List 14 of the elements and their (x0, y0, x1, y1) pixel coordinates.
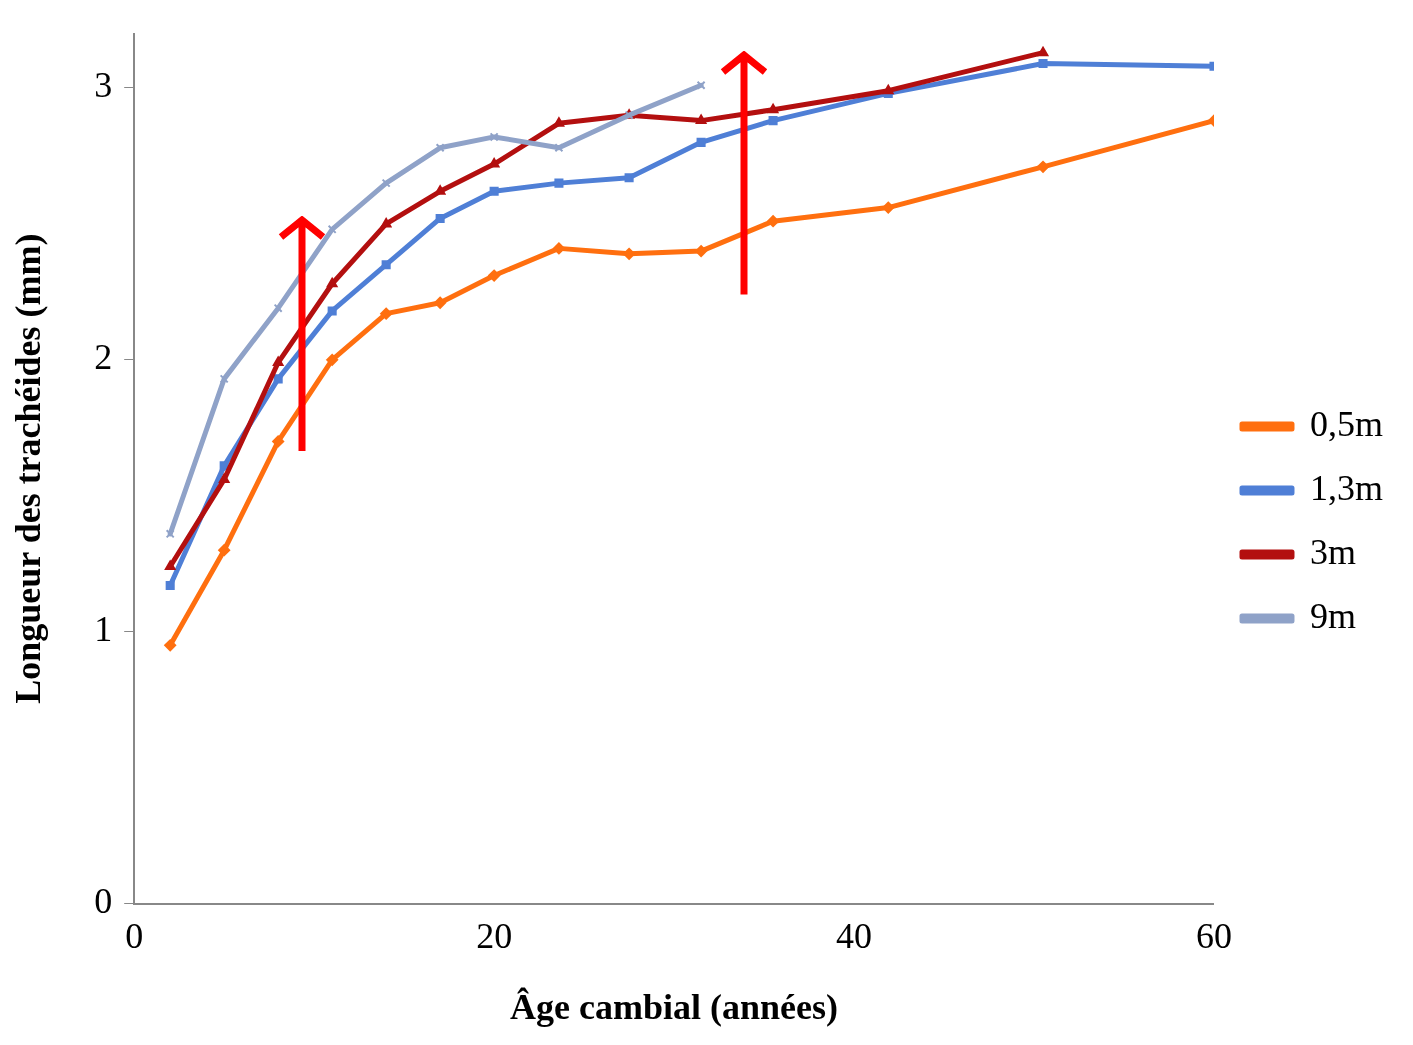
y-tick-label: 2 (94, 337, 113, 378)
x-axis-title: Âge cambial (années) (510, 986, 839, 1027)
legend-label: 9m (1310, 595, 1357, 636)
x-tick-label: 60 (1196, 915, 1232, 956)
y-tick-label: 3 (94, 65, 113, 106)
x-tick-label: 40 (836, 915, 873, 956)
legend-label: 0,5m (1310, 403, 1384, 444)
x-tick-label: 0 (125, 915, 144, 956)
legend-label: 1,3m (1310, 467, 1384, 508)
y-axis-title: Longueur des trachéides (mm) (7, 233, 48, 704)
y-tick-label: 0 (94, 881, 113, 922)
y-tick-label: 1 (94, 609, 113, 650)
legend-label: 3m (1310, 531, 1357, 572)
x-tick-label: 20 (476, 915, 513, 956)
